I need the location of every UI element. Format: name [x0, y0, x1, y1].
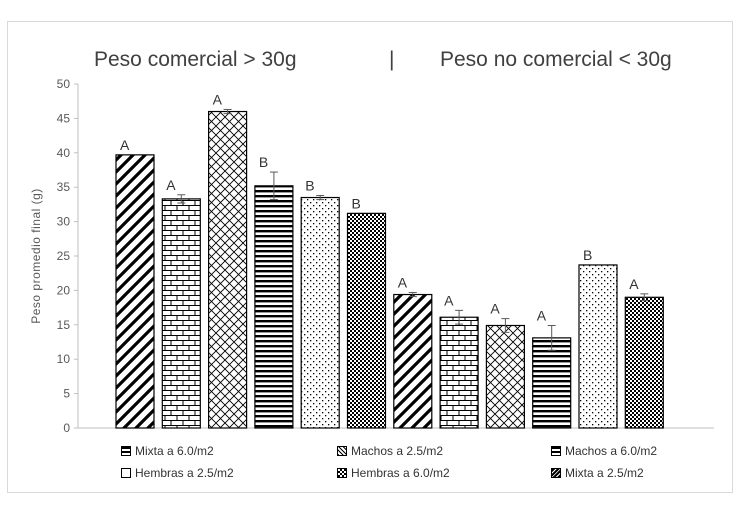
- significance-label: B: [259, 154, 268, 170]
- bar: [161, 198, 201, 429]
- significance-label: A: [444, 292, 454, 308]
- legend-label: Mixta a 2.5/m2: [565, 466, 644, 480]
- heading-commercial: Peso comercial > 30g: [94, 48, 297, 71]
- y-tick-label: 15: [57, 318, 71, 332]
- hlines-swatch-icon: [551, 446, 561, 456]
- y-tick-label: 0: [63, 421, 70, 435]
- legend-item: Machos a 6.0/m2: [551, 444, 657, 458]
- significance-label: B: [583, 247, 592, 263]
- y-tick-label: 40: [57, 146, 71, 160]
- bar: [485, 324, 525, 429]
- significance-label: A: [537, 307, 547, 323]
- bar: [393, 293, 433, 429]
- y-axis-title: Peso promedio final (g): [29, 188, 43, 324]
- legend-label: Mixta a 6.0/m2: [135, 444, 214, 458]
- legend-label: Hembras a 2.5/m2: [135, 466, 234, 480]
- dots-swatch-icon: [121, 468, 131, 478]
- legend-label: Hembras a 6.0/m2: [351, 466, 450, 480]
- y-tick-label: 25: [57, 249, 71, 263]
- significance-label: B: [305, 177, 314, 193]
- bar: [532, 337, 572, 429]
- legend-label: Machos a 2.5/m2: [351, 444, 444, 458]
- legend-item: Hembras a 2.5/m2: [121, 466, 234, 480]
- y-tick-label: 50: [57, 77, 71, 91]
- y-tick-label: 35: [57, 180, 71, 194]
- bar: [208, 110, 248, 429]
- significance-label: A: [629, 276, 639, 292]
- significance-label: A: [398, 274, 408, 290]
- y-tick-label: 20: [57, 283, 71, 297]
- significance-label: A: [490, 301, 500, 317]
- hlines-swatch-icon: [121, 446, 131, 456]
- bar: [254, 185, 294, 429]
- heading-non-commercial: Peso no comercial < 30g: [440, 48, 672, 71]
- bar: [578, 264, 618, 429]
- y-tick-label: 5: [63, 387, 70, 401]
- bar: [624, 296, 664, 429]
- bar: [346, 212, 387, 429]
- bar: [300, 196, 340, 429]
- legend-item: Machos a 2.5/m2: [337, 444, 443, 458]
- significance-label: B: [352, 195, 361, 211]
- y-tick-label: 45: [57, 111, 71, 125]
- legend-item: Mixta a 6.0/m2: [121, 444, 214, 458]
- diag-swatch-icon: [551, 468, 561, 478]
- legend-item: Hembras a 6.0/m2: [337, 466, 450, 480]
- significance-label: A: [166, 177, 176, 193]
- heading-divider: |: [389, 48, 395, 71]
- legend-label: Machos a 6.0/m2: [565, 444, 658, 458]
- check-swatch-icon: [337, 468, 347, 478]
- diag-swatch-icon: [337, 446, 347, 456]
- bar: [439, 316, 479, 429]
- bar: [115, 154, 155, 429]
- y-tick-label: 10: [57, 352, 71, 366]
- y-tick-label: 30: [57, 215, 71, 229]
- significance-label: A: [213, 91, 223, 107]
- legend-item: Mixta a 2.5/m2: [551, 466, 644, 480]
- significance-label: A: [120, 137, 130, 153]
